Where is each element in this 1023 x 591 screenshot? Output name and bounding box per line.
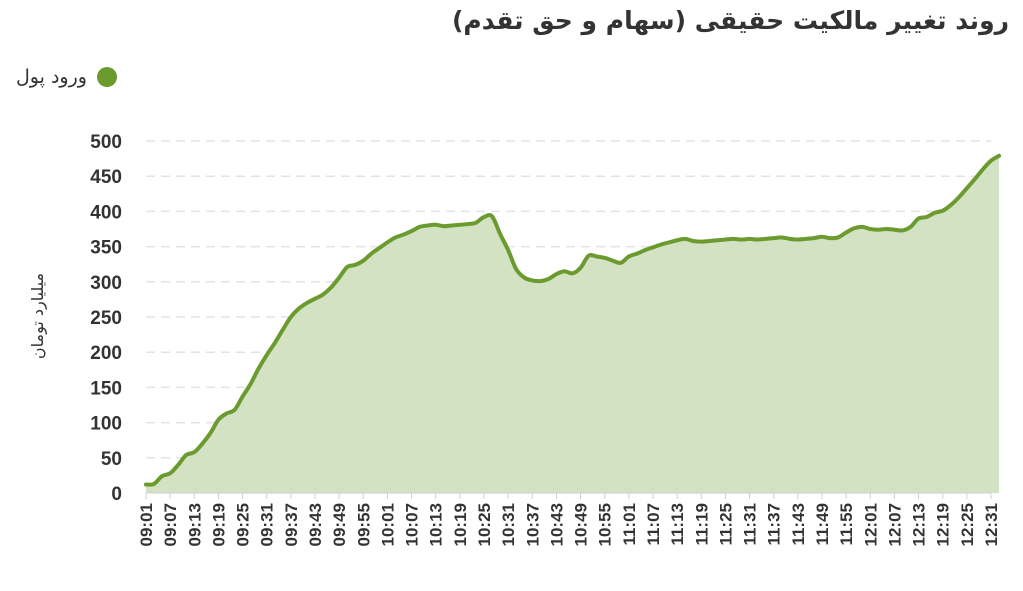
y-axis-ticks: 0 50 100 150 200 250 300 350 400 450 500 [90, 132, 122, 505]
x-tick-label: 11:25 [716, 503, 735, 546]
legend-label: ورود پول [16, 66, 87, 88]
y-tick-label: 300 [90, 273, 122, 294]
x-tick-label: 11:49 [813, 503, 832, 546]
series-area [146, 155, 1000, 493]
y-tick-label: 400 [90, 202, 122, 223]
x-tick-label: 10:31 [499, 503, 518, 546]
x-tick-label: 10:07 [403, 503, 422, 546]
x-tick-label: 10:19 [451, 503, 470, 546]
y-tick-label: 0 [111, 484, 122, 505]
x-tick-label: 10:37 [523, 503, 542, 546]
x-tick-label: 12:13 [910, 503, 929, 546]
x-tick-label: 09:13 [185, 503, 204, 546]
x-tick-label: 09:25 [234, 503, 253, 546]
x-tick-label: 09:31 [258, 503, 277, 546]
x-tick-label: 09:37 [282, 503, 301, 546]
y-tick-label: 450 [90, 167, 122, 188]
x-tick-label: 10:01 [378, 503, 397, 546]
x-tick-label: 09:43 [306, 503, 325, 546]
x-tick-label: 09:19 [209, 503, 228, 546]
chart-title: روند تغییر مالکیت حقیقی (سهام و حق تقدم) [452, 6, 1009, 35]
x-tick-label: 11:13 [668, 503, 687, 546]
x-tick-label: 11:43 [789, 503, 808, 546]
x-tick-label: 12:19 [934, 503, 953, 546]
legend-marker [96, 67, 117, 87]
x-tick-label: 09:07 [161, 503, 180, 546]
x-tick-label: 12:25 [958, 503, 977, 546]
x-tick-label: 10:49 [572, 503, 591, 546]
x-tick-label: 11:55 [837, 503, 856, 546]
series-line [144, 153, 1002, 487]
y-axis-label: میلیارد تومان [28, 273, 48, 359]
x-tick-label: 11:31 [741, 503, 760, 546]
y-tick-label: 350 [90, 238, 122, 259]
y-tick-label: 500 [90, 132, 122, 153]
chart-legend[interactable]: ورود پول [16, 66, 117, 88]
y-tick-label: 200 [90, 343, 122, 364]
x-tick-label: 12:01 [861, 503, 880, 546]
x-tick-label: 09:55 [354, 503, 373, 546]
x-axis-ticks: 09:01 09:07 09:13 09:19 09:25 09:31 09:37 09:43… [137, 493, 1001, 546]
x-tick-label: 09:01 [137, 503, 156, 546]
x-tick-label: 11:37 [765, 503, 784, 546]
y-tick-label: 50 [101, 449, 122, 470]
x-tick-label: 12:07 [885, 503, 904, 546]
y-tick-label: 100 [90, 414, 122, 435]
y-tick-label: 250 [90, 308, 122, 329]
x-tick-label: 09:49 [330, 503, 349, 546]
x-tick-label: 10:55 [596, 503, 615, 546]
x-tick-label: 11:19 [692, 503, 711, 546]
x-tick-label: 10:25 [475, 503, 494, 546]
x-tick-label: 12:31 [982, 503, 1001, 546]
x-tick-label: 11:01 [620, 503, 639, 546]
x-tick-label: 11:07 [644, 503, 663, 546]
y-tick-label: 150 [90, 378, 122, 399]
x-tick-label: 10:43 [547, 503, 566, 546]
x-tick-label: 10:13 [427, 503, 446, 546]
